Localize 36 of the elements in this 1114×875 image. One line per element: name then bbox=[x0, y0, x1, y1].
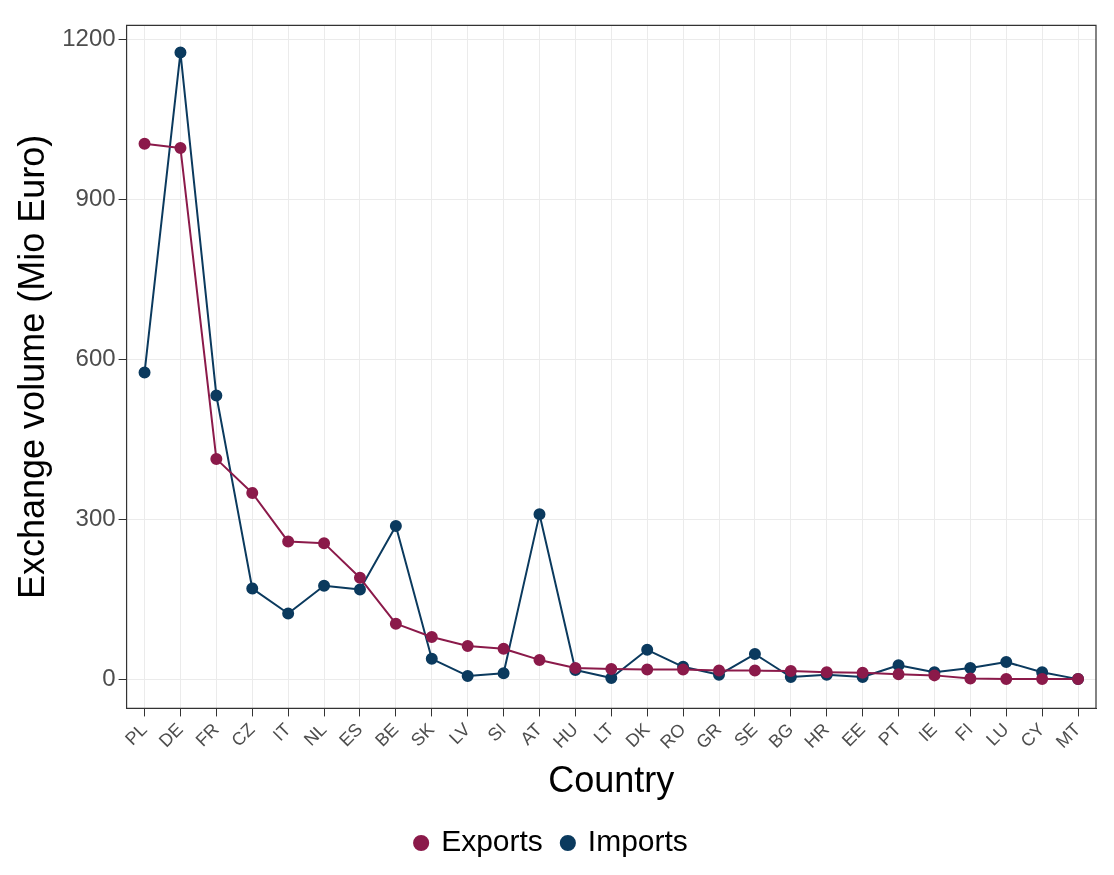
x-tick-label: HR bbox=[800, 719, 834, 752]
y-tick-label: 900 bbox=[75, 183, 116, 211]
x-tick-label: DK bbox=[621, 719, 654, 752]
x-tick-label: BG bbox=[764, 719, 798, 752]
x-tick-label: DE bbox=[154, 719, 187, 752]
y-tick-label: 0 bbox=[102, 663, 116, 691]
x-tick-label: LT bbox=[589, 719, 618, 748]
x-tick-label: RO bbox=[656, 719, 690, 753]
x-tick-label: SI bbox=[483, 719, 510, 746]
x-tick-label: ES bbox=[335, 719, 367, 751]
y-tick-label: 300 bbox=[75, 503, 116, 531]
x-tick-label: SE bbox=[730, 719, 762, 751]
x-tick-label: EE bbox=[837, 719, 869, 751]
y-tick-label: 600 bbox=[75, 343, 116, 371]
x-tick-label: LV bbox=[445, 719, 475, 749]
x-tick-label: FR bbox=[191, 719, 223, 751]
x-axis-title: Country bbox=[548, 759, 675, 801]
y-axis-title: Exchange volume (Mio Euro) bbox=[10, 134, 52, 600]
x-tick-label: AT bbox=[516, 719, 546, 749]
x-tick-label: LU bbox=[982, 719, 1013, 750]
x-tick-label: NL bbox=[299, 719, 331, 750]
x-tick-label: GR bbox=[692, 719, 726, 753]
legend-label: Exports bbox=[441, 824, 543, 858]
x-tick-label: SK bbox=[406, 719, 439, 751]
x-tick-label: CZ bbox=[227, 719, 259, 751]
x-tick-label: CY bbox=[1016, 719, 1049, 752]
x-tick-label: PT bbox=[874, 719, 905, 750]
y-tick-label: 1200 bbox=[62, 23, 116, 51]
x-tick-label: PL bbox=[121, 719, 151, 749]
x-tick-label: MT bbox=[1051, 719, 1085, 752]
x-tick-label: IE bbox=[914, 719, 941, 746]
x-tick-label: HU bbox=[549, 719, 582, 752]
x-tick-label: BE bbox=[371, 719, 403, 751]
x-tick-label: IT bbox=[269, 719, 295, 745]
x-tick-label: FI bbox=[951, 719, 977, 745]
legend-label: Imports bbox=[587, 824, 688, 858]
